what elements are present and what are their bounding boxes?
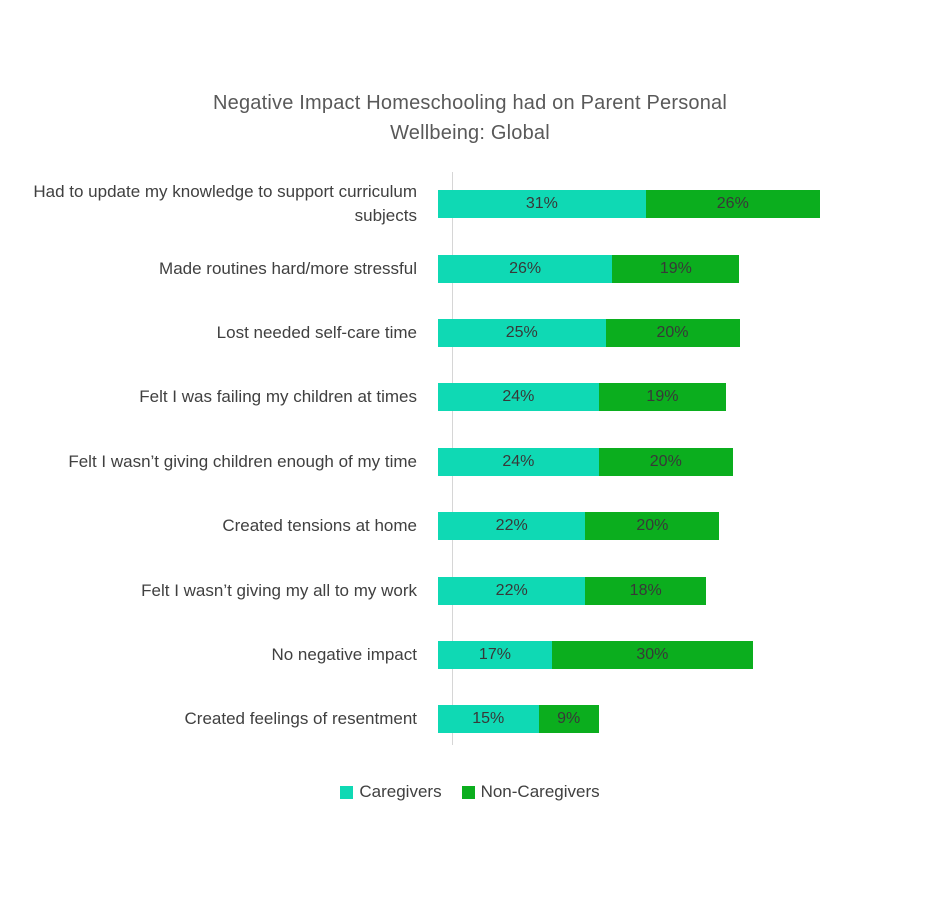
category-label: Created feelings of resentment (184, 709, 417, 729)
bar-segment-non-caregivers: 20% (598, 447, 733, 476)
chart-row: Created tensions at home 22% 20% (0, 494, 940, 558)
chart-row: Felt I wasn’t giving my all to my work 22… (0, 558, 940, 622)
legend-swatch-caregivers (340, 785, 354, 799)
bar-segment-caregivers: 26% (438, 254, 613, 283)
chart-rows: Had to update my knowledge to support cu… (0, 172, 940, 752)
legend-label-non-caregivers: Non-Caregivers (480, 782, 600, 801)
legend-label-caregivers: Caregivers (359, 782, 442, 801)
bar-track: 26% 19% (438, 254, 740, 283)
bar-value-label: 9% (557, 710, 581, 728)
bar-segment-caregivers: 22% (438, 576, 586, 605)
category-label: Had to update my knowledge to support cu… (33, 182, 417, 226)
category-label: Lost needed self-care time (216, 322, 417, 342)
bar-segment-caregivers: 24% (438, 447, 599, 476)
bar-value-label: 22% (495, 517, 528, 535)
bar-value-label: 24% (502, 388, 535, 406)
chart-row: Felt I wasn’t giving children enough of … (0, 430, 940, 494)
bar-value-label: 25% (505, 323, 538, 341)
chart-row: Felt I was failing my children at times 2… (0, 365, 940, 429)
bar-value-label: 30% (636, 645, 669, 663)
bar-track: 24% 20% (438, 447, 733, 476)
bar-segment-non-caregivers: 20% (605, 318, 740, 347)
bar-track: 22% 18% (438, 576, 706, 605)
bar-value-label: 22% (495, 581, 528, 599)
bar-track: 25% 20% (438, 318, 740, 347)
bar-value-label: 15% (472, 710, 505, 728)
bar-segment-non-caregivers: 30% (551, 640, 753, 669)
bar-segment-non-caregivers: 19% (598, 383, 727, 412)
bar-track: 15% 9% (438, 705, 599, 734)
category-label: Created tensions at home (222, 516, 417, 536)
bar-value-label: 20% (656, 323, 689, 341)
bar-segment-caregivers: 17% (438, 640, 552, 669)
bar-value-label: 19% (659, 259, 692, 277)
chart-title: Negative Impact Homeschooling had on Par… (212, 92, 728, 144)
bar-value-label: 31% (525, 195, 558, 213)
category-label: Made routines hard/more stressful (159, 258, 417, 278)
bar-segment-caregivers: 22% (438, 512, 586, 541)
bar-segment-non-caregivers: 19% (612, 254, 740, 283)
bar-segment-non-caregivers: 20% (585, 512, 720, 541)
bar-segment-non-caregivers: 26% (645, 190, 820, 219)
bar-segment-non-caregivers: 9% (538, 705, 599, 734)
bar-track: 17% 30% (438, 640, 753, 669)
category-label: Felt I wasn’t giving my all to my work (141, 580, 417, 600)
bar-value-label: 19% (646, 388, 679, 406)
legend-item-caregivers: Caregivers (340, 782, 442, 802)
legend-item-non-caregivers: Non-Caregivers (461, 782, 600, 802)
chart-row: Had to update my knowledge to support cu… (0, 172, 940, 236)
chart-row: Lost needed self-care time 25% 20% (0, 301, 940, 365)
bar-value-label: 18% (629, 581, 662, 599)
bar-value-label: 20% (649, 452, 682, 470)
legend-swatch-non-caregivers (461, 785, 475, 799)
category-label: Felt I wasn’t giving children enough of … (68, 451, 417, 471)
category-label: No negative impact (271, 644, 417, 664)
bar-segment-caregivers: 25% (438, 318, 606, 347)
bar-track: 31% 26% (438, 190, 820, 219)
chart-row: Created feelings of resentment 15% 9% (0, 687, 940, 751)
bar-segment-caregivers: 31% (438, 190, 646, 219)
bar-segment-caregivers: 15% (438, 705, 539, 734)
bar-value-label: 17% (478, 645, 511, 663)
chart-row: No negative impact 17% 30% (0, 623, 940, 687)
bar-value-label: 26% (716, 195, 749, 213)
bar-track: 24% 19% (438, 383, 727, 412)
bar-value-label: 20% (636, 517, 669, 535)
bar-value-label: 26% (509, 259, 542, 277)
bar-value-label: 24% (502, 452, 535, 470)
category-label: Felt I was failing my children at times (139, 387, 417, 407)
chart-legend: Caregivers Non-Caregivers (0, 782, 940, 802)
bar-track: 22% 20% (438, 512, 720, 541)
bar-segment-non-caregivers: 18% (585, 576, 706, 605)
bar-segment-caregivers: 24% (438, 383, 599, 412)
chart-row: Made routines hard/more stressful 26% 19% (0, 236, 940, 300)
